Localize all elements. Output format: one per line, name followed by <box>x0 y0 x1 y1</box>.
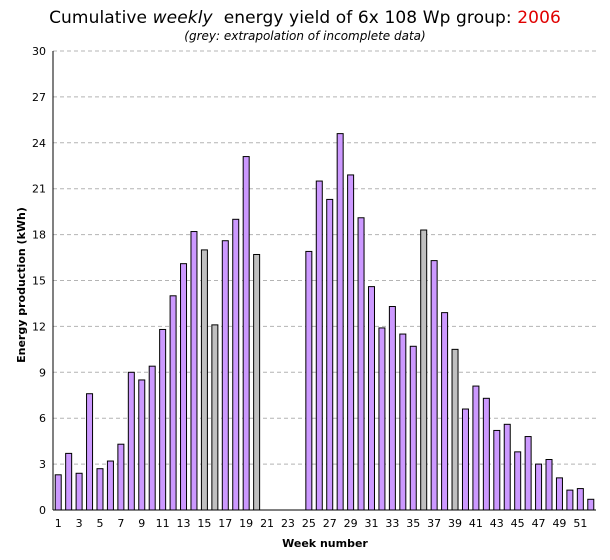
bar-week-16 <box>211 324 219 511</box>
bar-week-5 <box>96 468 104 511</box>
bar-week-15 <box>200 249 208 511</box>
bar-week-13 <box>180 263 188 511</box>
bar-week-47 <box>535 463 543 511</box>
chart-title: Cumulative weekly energy yield of 6x 108… <box>0 8 610 28</box>
bar-week-4 <box>86 393 94 511</box>
bars <box>54 133 595 511</box>
bar-week-42 <box>482 397 490 511</box>
x-tick-label: 33 <box>385 517 399 530</box>
bar-week-27 <box>326 198 334 511</box>
y-tick-label: 24 <box>32 137 46 150</box>
bar-week-1 <box>54 474 62 511</box>
bar-week-48 <box>545 459 553 511</box>
x-tick-label: 31 <box>364 517 378 530</box>
bar-week-39 <box>451 348 459 511</box>
x-tick-label: 13 <box>177 517 191 530</box>
bar-week-40 <box>461 408 469 511</box>
x-tick-label: 5 <box>96 517 103 530</box>
y-tick-label: 6 <box>39 412 46 425</box>
bar-week-36 <box>420 229 428 511</box>
chart-title-block: Cumulative weekly energy yield of 6x 108… <box>0 8 610 43</box>
bar-week-50 <box>566 489 574 511</box>
x-tick-label: 15 <box>197 517 211 530</box>
x-tick-label: 7 <box>117 517 124 530</box>
bar-week-14 <box>190 231 198 511</box>
bar-week-6 <box>106 460 114 511</box>
bar-week-26 <box>315 180 323 511</box>
x-tick-label: 39 <box>448 517 462 530</box>
x-tick-label: 47 <box>532 517 546 530</box>
x-tick-label: 35 <box>406 517 420 530</box>
x-tick-label: 29 <box>344 517 358 530</box>
bar-week-9 <box>138 379 146 511</box>
bar-week-3 <box>75 472 83 511</box>
chart-subtitle: (grey: extrapolation of incomplete data) <box>184 29 426 43</box>
title-emphasis: weekly <box>152 8 213 28</box>
x-tick-label: 19 <box>239 517 253 530</box>
bar-week-34 <box>399 333 407 511</box>
x-tick-label: 1 <box>55 517 62 530</box>
bar-week-2 <box>65 452 73 511</box>
bar-week-17 <box>221 240 229 511</box>
bar-week-30 <box>357 217 365 511</box>
x-axis-title: Week number <box>282 537 368 550</box>
x-tick-label: 27 <box>323 517 337 530</box>
bar-week-28 <box>336 133 344 511</box>
y-tick-label: 3 <box>39 458 46 471</box>
y-tick-label: 15 <box>32 275 46 288</box>
x-tick-label: 43 <box>490 517 504 530</box>
bar-week-20 <box>253 253 261 511</box>
bar-week-45 <box>514 451 522 511</box>
bar-week-8 <box>127 371 135 511</box>
bar-week-12 <box>169 295 177 511</box>
title-prefix: Cumulative <box>49 8 153 28</box>
title-year: 2006 <box>517 8 561 28</box>
bar-week-11 <box>159 328 167 511</box>
bar-week-41 <box>472 385 480 511</box>
bar-week-18 <box>232 218 240 511</box>
x-tick-label: 41 <box>469 517 483 530</box>
bar-week-43 <box>493 429 501 511</box>
x-tick-labels: 1 3 5 7 9 11 13 15 17 19 21 23 25 27 29 31 33 35 37 39 41 43 4… <box>55 517 588 530</box>
x-tick-label: 51 <box>573 517 587 530</box>
bar-week-19 <box>242 156 250 511</box>
title-middle: energy yield of 6x 108 Wp group: <box>212 8 518 28</box>
bar-week-52 <box>587 498 595 511</box>
bar-week-32 <box>378 327 386 511</box>
y-tick-label: 12 <box>32 320 46 333</box>
bar-week-35 <box>409 345 417 511</box>
x-tick-label: 45 <box>511 517 525 530</box>
x-tick-label: 49 <box>552 517 566 530</box>
bar-week-44 <box>503 423 511 511</box>
bar-week-46 <box>524 436 532 511</box>
y-tick-label: 30 <box>32 45 46 58</box>
bar-week-38 <box>441 312 449 511</box>
x-tick-label: 21 <box>260 517 274 530</box>
bar-week-25 <box>305 250 313 511</box>
x-tick-label: 11 <box>156 517 170 530</box>
y-tick-label: 27 <box>32 91 46 104</box>
axes <box>52 51 596 511</box>
x-tick-label: 17 <box>218 517 232 530</box>
y-tick-label: 21 <box>32 183 46 196</box>
y-axis-title: Energy production (kWh) <box>15 207 28 363</box>
bar-week-33 <box>388 306 396 511</box>
x-tick-label: 23 <box>281 517 295 530</box>
bar-week-49 <box>555 477 563 511</box>
bar-week-31 <box>367 286 375 511</box>
bar-week-10 <box>148 365 156 511</box>
y-tick-labels: 0 3 6 9 12 15 18 21 24 27 30 <box>32 45 46 517</box>
x-tick-label: 37 <box>427 517 441 530</box>
y-tick-label: 0 <box>39 504 46 517</box>
y-tick-label: 9 <box>39 366 46 379</box>
y-tick-label: 18 <box>32 229 46 242</box>
bar-week-29 <box>347 174 355 511</box>
x-tick-label: 25 <box>302 517 316 530</box>
bar-week-51 <box>576 488 584 511</box>
x-tick-label: 9 <box>138 517 145 530</box>
bar-week-37 <box>430 260 438 511</box>
x-tick-label: 3 <box>76 517 83 530</box>
bar-week-7 <box>117 443 125 511</box>
